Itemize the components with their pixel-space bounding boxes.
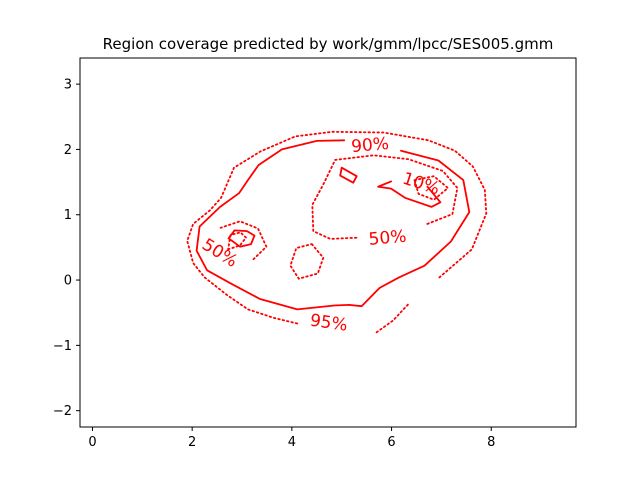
y-tick-label-1: 1: [64, 208, 72, 223]
contour-90-path-2: [227, 229, 256, 248]
x-tick-label-2: 2: [188, 435, 196, 450]
plot-area: [80, 58, 576, 427]
contour-50-path-0: [289, 243, 325, 280]
plot-frame: [79, 57, 577, 428]
y-tick-label-2: 2: [64, 143, 72, 158]
x-tick-label-0: 0: [88, 435, 96, 450]
contour-layer: [186, 130, 488, 334]
contour-90-path-1: [339, 166, 358, 184]
contour-95-path-1: [375, 302, 411, 334]
contour-label-2: 50%: [368, 227, 407, 250]
x-tick-label-4: 4: [288, 435, 296, 450]
y-tick-label--2: −2: [53, 404, 72, 419]
contour-label-0: 90%: [350, 134, 389, 157]
contour-95-path-0: [186, 130, 488, 325]
y-tick-label--1: −1: [53, 339, 72, 354]
contour-50-path-1: [219, 220, 268, 261]
y-tick-label-0: 0: [64, 274, 72, 289]
y-axis: −2 −1 0 1 2 3: [53, 78, 80, 419]
chart-title: Region coverage predicted by work/gmm/lp…: [103, 35, 554, 53]
contour-50-path-3: [413, 175, 449, 201]
contour-50-path-2: [227, 231, 247, 251]
contour-50-path-4: [311, 154, 459, 240]
x-axis: 0 2 4 6 8: [88, 427, 495, 450]
x-tick-label-8: 8: [487, 435, 495, 450]
contour-10-path-0: [377, 180, 442, 208]
contour-90-path-0: [195, 139, 471, 311]
y-tick-label-3: 3: [64, 78, 72, 93]
x-tick-label-6: 6: [387, 435, 395, 450]
